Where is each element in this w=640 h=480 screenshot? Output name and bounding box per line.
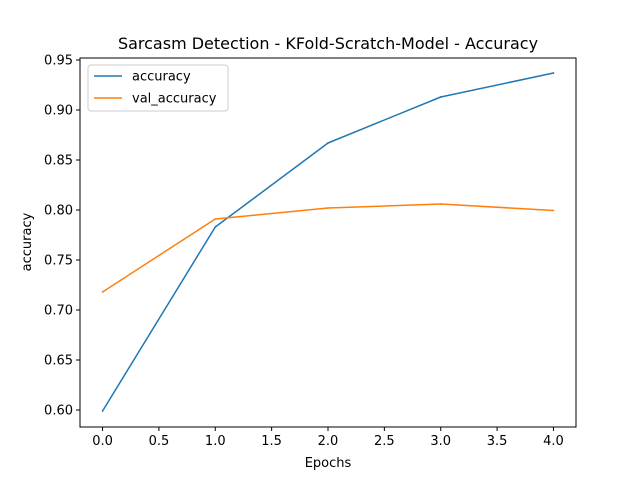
data-point-val_accuracy-0 [101, 291, 104, 293]
data-point-accuracy-0 [101, 410, 104, 412]
y-tick-label-3: 0.75 [44, 254, 73, 269]
data-point-accuracy-3 [439, 96, 442, 98]
x-tick-label-4: 2.0 [318, 434, 339, 449]
legend-label-accuracy: accuracy [132, 70, 191, 85]
x-tick-label-0: 0.0 [92, 434, 113, 449]
legend-box [87, 64, 229, 112]
data-point-val_accuracy-1 [214, 218, 217, 220]
data-point-accuracy-1 [214, 226, 217, 228]
ticks-layer: 0.0 0.5 1.0 1.5 2.0 2.5 3.0 3.5 4.0 0.60 0.65 0.70 0… [44, 54, 564, 450]
y-tick-label-6: 0.90 [44, 104, 73, 119]
y-tick-label-7: 0.95 [44, 54, 73, 69]
x-tick-label-6: 3.0 [430, 434, 451, 449]
data-point-val_accuracy-4 [552, 209, 555, 212]
data-point-val_accuracy-2 [327, 207, 329, 209]
plot-frame [79, 57, 577, 428]
x-tick-label-2: 1.0 [205, 434, 226, 449]
chart-title: Sarcasm Detection - KFold-Scratch-Model … [118, 34, 538, 53]
x-axis-label: Epochs [305, 456, 352, 471]
data-point-accuracy-2 [327, 142, 329, 144]
y-tick-label-2: 0.70 [44, 304, 73, 319]
y-tick-label-0: 0.60 [44, 404, 73, 419]
legend-label-val_accuracy: val_accuracy [132, 92, 217, 107]
legend: accuracy val_accuracy [87, 64, 229, 112]
data-point-accuracy-4 [552, 72, 555, 74]
y-axis-label: accuracy [20, 212, 35, 271]
y-tick-label-1: 0.65 [44, 354, 73, 369]
data-point-val_accuracy-3 [439, 203, 442, 205]
x-tick-label-1: 0.5 [149, 434, 170, 449]
x-tick-label-5: 2.5 [374, 434, 395, 449]
y-tick-label-5: 0.85 [44, 154, 73, 169]
series-layer [101, 72, 555, 412]
x-tick-label-3: 1.5 [261, 434, 282, 449]
x-tick-label-8: 4.0 [543, 434, 564, 449]
x-tick-label-7: 3.5 [487, 434, 508, 449]
y-tick-label-4: 0.80 [44, 204, 73, 219]
